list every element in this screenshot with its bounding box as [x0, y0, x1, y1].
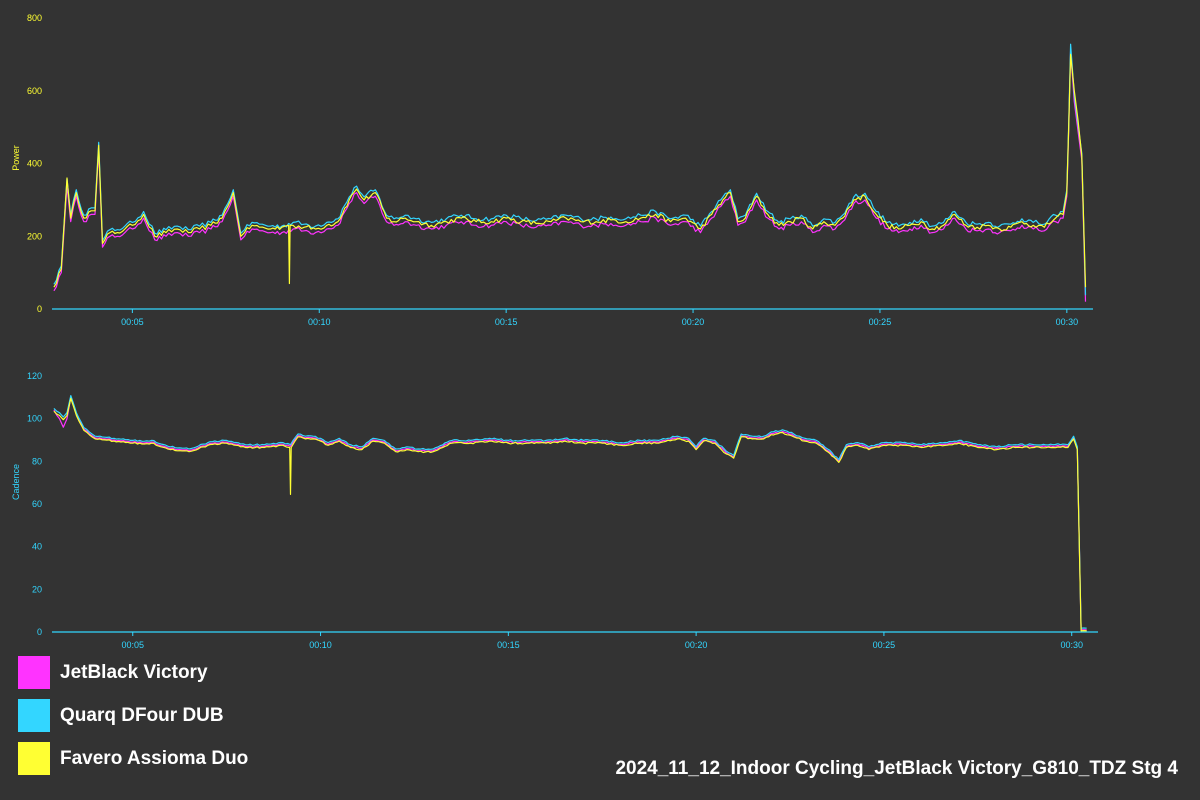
cadence-y-axis-title: Cadence [11, 464, 21, 500]
legend-label-favero: Favero Assioma Duo [60, 747, 249, 769]
legend-swatch-quarq [18, 699, 50, 732]
cadence-series-quarq-dfour-dub [53, 395, 1087, 629]
power-xtick-label: 00:10 [308, 317, 331, 327]
power-ytick-label: 800 [27, 13, 42, 23]
power-xtick-label: 00:25 [869, 317, 892, 327]
legend-label-jetblack: JetBlack Victory [60, 661, 208, 683]
cadence-ytick-label: 80 [32, 456, 42, 466]
cadence-ytick-label: 40 [32, 542, 42, 552]
power-y-axis-title: Power [11, 145, 21, 171]
cadence-xtick-label: 00:15 [497, 640, 520, 650]
cadence-series-favero-assioma-duo [53, 397, 1087, 632]
power-ytick-label: 0 [37, 304, 42, 314]
cadence-xtick-label: 00:10 [309, 640, 332, 650]
power-panel: 0 200 400 600 800 Power 00:05 00:10 00:15 00:20 00… [11, 13, 1093, 327]
power-series-quarq-dfour-dub [53, 43, 1087, 296]
cadence-ytick-label: 0 [37, 627, 42, 637]
legend-item-quarq: Quarq DFour DUB [18, 699, 248, 732]
cadence-xtick-label: 00:05 [121, 640, 144, 650]
legend-item-favero: Favero Assioma Duo [18, 742, 248, 775]
cadence-ytick-label: 20 [32, 584, 42, 594]
chart-footer-title: 2024_11_12_Indoor Cycling_JetBlack Victo… [615, 758, 1178, 779]
power-xtick-label: 00:05 [121, 317, 144, 327]
power-ytick-label: 200 [27, 231, 42, 241]
cadence-xtick-label: 00:25 [873, 640, 896, 650]
power-series-jetblack-victory [53, 50, 1087, 302]
cadence-panel: 0 20 40 60 80 100 120 Cadence 00:05 00:10 00:15 00:… [11, 371, 1098, 650]
power-ytick-label: 600 [27, 86, 42, 96]
cadence-ytick-label: 60 [32, 499, 42, 509]
legend: JetBlack Victory Quarq DFour DUB Favero … [18, 656, 248, 785]
legend-label-quarq: Quarq DFour DUB [60, 704, 224, 726]
power-ytick-label: 400 [27, 159, 42, 169]
power-xtick-label: 00:20 [682, 317, 705, 327]
legend-swatch-favero [18, 742, 50, 775]
legend-swatch-jetblack [18, 656, 50, 689]
cadence-ytick-label: 120 [27, 371, 42, 381]
cadence-ytick-label: 100 [27, 414, 42, 424]
legend-item-jetblack: JetBlack Victory [18, 656, 248, 689]
power-xtick-label: 00:15 [495, 317, 518, 327]
power-xtick-label: 00:30 [1056, 317, 1079, 327]
power-series-favero-assioma-duo [53, 53, 1087, 288]
cadence-series-jetblack-victory [53, 396, 1087, 631]
cadence-xtick-label: 00:30 [1060, 640, 1083, 650]
cadence-xtick-label: 00:20 [685, 640, 708, 650]
